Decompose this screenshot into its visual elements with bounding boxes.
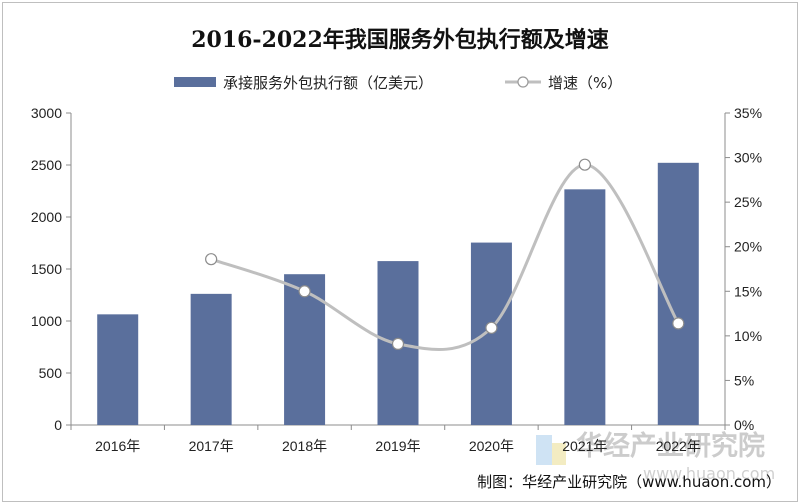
bars: [97, 162, 699, 426]
y-right-tick-label: 5%: [734, 372, 754, 388]
x-tick-label: 2021年: [562, 438, 607, 454]
y-left-tick-label: 500: [39, 365, 63, 381]
bar-2021年: [564, 189, 606, 425]
y-right-tick-label: 20%: [734, 239, 762, 255]
growth-point-2022年: [672, 317, 685, 330]
x-tick-label: 2020年: [469, 438, 514, 454]
legend-bar-swatch: [174, 77, 216, 87]
y-right-tick-label: 0%: [734, 417, 754, 433]
watermark-logo-accent: [552, 443, 566, 465]
x-tick-label: 2017年: [189, 438, 234, 454]
x-tick-label: 2019年: [375, 438, 420, 454]
source-note: 制图：华经产业研究院（www.huaon.com）: [477, 473, 781, 491]
axes: 0 500 1000 1500 2000 2500 3000 0% 5% 10% 15% 20% 25%…: [31, 105, 762, 433]
x-tick-label: 2018年: [282, 438, 327, 454]
watermark: 华经产业研究院 www.huaon.com: [536, 430, 775, 483]
growth-point-2017年: [205, 253, 218, 266]
x-tick-label: 2016年: [95, 438, 140, 454]
y-right-tick-label: 10%: [734, 328, 762, 344]
y-left-tick-label: 1500: [31, 261, 62, 277]
y-left-tick-label: 2000: [31, 209, 62, 225]
y-right-tick-label: 35%: [734, 105, 762, 121]
chart-title: 2016-2022年我国服务外包执行额及增速: [191, 27, 609, 53]
watermark-text: 华经产业研究院: [576, 430, 765, 462]
y-left-tick-label: 0: [54, 417, 62, 433]
legend-line-marker: [517, 76, 529, 88]
y-left-tick-label: 1000: [31, 313, 62, 329]
growth-point-2018年: [298, 285, 311, 298]
y-left-tick-label: 2500: [31, 157, 62, 173]
legend-bar-label: 承接服务外包执行额（亿美元）: [223, 74, 433, 92]
y-right-tick-label: 30%: [734, 150, 762, 166]
x-tick-label: 2022年: [656, 438, 701, 454]
y-right-tick-label: 25%: [734, 194, 762, 210]
growth-line: [205, 158, 685, 352]
legend-line-label: 增速（%）: [548, 74, 622, 92]
growth-line-path: [210, 163, 680, 352]
chart-svg: 2016-2022年我国服务外包执行额及增速 承接服务外包执行额（亿美元） 增速…: [31, 27, 781, 491]
x-tick-labels: 2016年 2017年 2018年 2019年 2020年 2021年 2022年: [95, 438, 701, 454]
y-right-tick-label: 15%: [734, 283, 762, 299]
growth-point-2019年: [391, 337, 405, 350]
watermark-logo: [536, 435, 552, 465]
growth-point-2021年: [578, 158, 591, 171]
watermark-url: www.huaon.com: [643, 464, 775, 483]
growth-point-2020年: [485, 321, 498, 334]
bar-2016年: [97, 314, 139, 425]
bar-2017年: [190, 293, 232, 425]
legend: 承接服务外包执行额（亿美元） 增速（%）: [174, 74, 622, 92]
y-left-tick-label: 3000: [31, 105, 62, 121]
